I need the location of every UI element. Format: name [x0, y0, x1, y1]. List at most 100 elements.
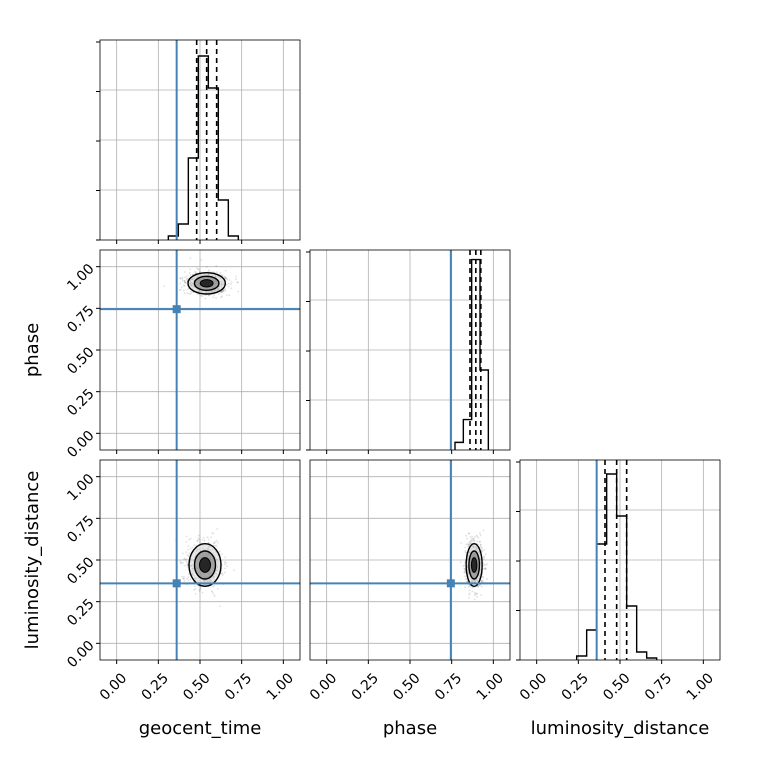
scatter-panel-phase-luminosity_distance: 0.00 0.25 0.50 0.75 1.00: [307, 459, 511, 704]
sample-point: [221, 291, 224, 293]
sample-point: [186, 292, 189, 295]
sample-point: [464, 570, 466, 572]
sample-point: [465, 580, 468, 583]
sample-point: [474, 594, 476, 597]
sample-point: [459, 561, 462, 563]
sample-point: [473, 535, 476, 538]
sample-point: [224, 556, 227, 559]
sample-point: [473, 539, 476, 541]
x-tick-label: 0.00: [97, 670, 130, 703]
sample-point: [237, 281, 240, 284]
sample-point: [472, 539, 474, 542]
sample-point: [185, 551, 188, 554]
x-tick-label: 0.25: [139, 670, 172, 703]
sample-point: [183, 284, 185, 287]
sample-point: [468, 541, 471, 543]
sample-point: [481, 580, 484, 583]
sample-point: [472, 537, 475, 540]
sample-point: [226, 565, 228, 568]
sample-point: [178, 289, 181, 292]
sample-point: [225, 277, 228, 280]
sample-point: [201, 539, 204, 542]
sample-point: [182, 289, 185, 292]
sample-point: [224, 289, 227, 292]
sample-point: [466, 580, 469, 583]
sample-point: [198, 590, 201, 592]
sample-point: [234, 278, 237, 280]
sample-point: [228, 294, 231, 297]
sample-point: [468, 543, 471, 546]
sample-point: [212, 271, 215, 273]
sample-point: [196, 293, 199, 296]
sample-point: [226, 278, 229, 281]
sample-point: [203, 539, 206, 542]
x-tick-label: 0.50: [180, 670, 213, 703]
sample-point: [467, 545, 470, 548]
sample-point: [470, 538, 473, 541]
sample-point: [464, 586, 466, 589]
sample-point: [481, 575, 484, 578]
sample-point: [471, 535, 474, 538]
sample-point: [197, 534, 200, 537]
sample-point: [201, 591, 204, 594]
sample-point: [459, 541, 462, 544]
sample-point: [194, 592, 197, 595]
sample-point: [463, 571, 466, 574]
sample-point: [183, 285, 186, 288]
sample-point: [181, 575, 183, 578]
sample-point: [187, 288, 190, 291]
y-tick-label: 1.00: [64, 261, 97, 294]
y-tick-label: 0.00: [64, 428, 97, 461]
sample-point: [230, 281, 233, 284]
sample-point: [482, 558, 485, 561]
sample-point: [189, 537, 192, 540]
sample-point: [199, 586, 202, 589]
sample-point: [221, 553, 224, 556]
sample-point: [222, 290, 225, 292]
sample-point: [224, 563, 226, 566]
sample-point: [220, 273, 223, 276]
sample-point: [183, 279, 186, 282]
x-tick-label: 0.75: [222, 670, 255, 703]
sample-point: [471, 590, 474, 593]
sample-point: [216, 587, 219, 590]
sample-point: [484, 553, 487, 556]
y-tick-label: 0.75: [64, 513, 97, 546]
sample-point: [475, 592, 478, 595]
sample-point: [467, 532, 470, 535]
sample-point: [185, 535, 188, 538]
sample-point: [204, 297, 207, 300]
sample-point: [215, 296, 217, 299]
sample-point: [212, 296, 214, 299]
sample-point: [212, 532, 215, 535]
sample-point: [467, 543, 470, 546]
sample-point: [205, 265, 208, 268]
sample-point: [182, 577, 185, 580]
contour-inner: [199, 279, 214, 288]
sample-point: [480, 585, 483, 588]
sample-point: [196, 540, 199, 543]
sample-point: [486, 578, 488, 580]
sample-point: [468, 597, 470, 599]
sample-point: [218, 550, 221, 553]
sample-point: [183, 558, 185, 561]
sample-point: [188, 538, 191, 541]
sample-point: [224, 269, 227, 272]
x-axis-label-geocent_time: geocent_time: [139, 718, 262, 739]
sample-point: [189, 257, 192, 260]
sample-point: [179, 288, 182, 291]
sample-point: [208, 294, 211, 297]
sample-point: [224, 276, 226, 279]
sample-point: [464, 571, 467, 574]
sample-point: [221, 572, 224, 575]
sample-point: [462, 565, 465, 568]
histogram-panel-phase: [306, 249, 511, 454]
x-tick-label: 0.75: [642, 670, 675, 703]
sample-point: [198, 538, 201, 541]
sample-point: [480, 579, 483, 582]
sample-point: [215, 265, 218, 267]
sample-point: [195, 267, 198, 270]
sample-point: [186, 577, 188, 580]
x-tick-label: 0.00: [307, 670, 340, 703]
sample-point: [481, 549, 484, 552]
